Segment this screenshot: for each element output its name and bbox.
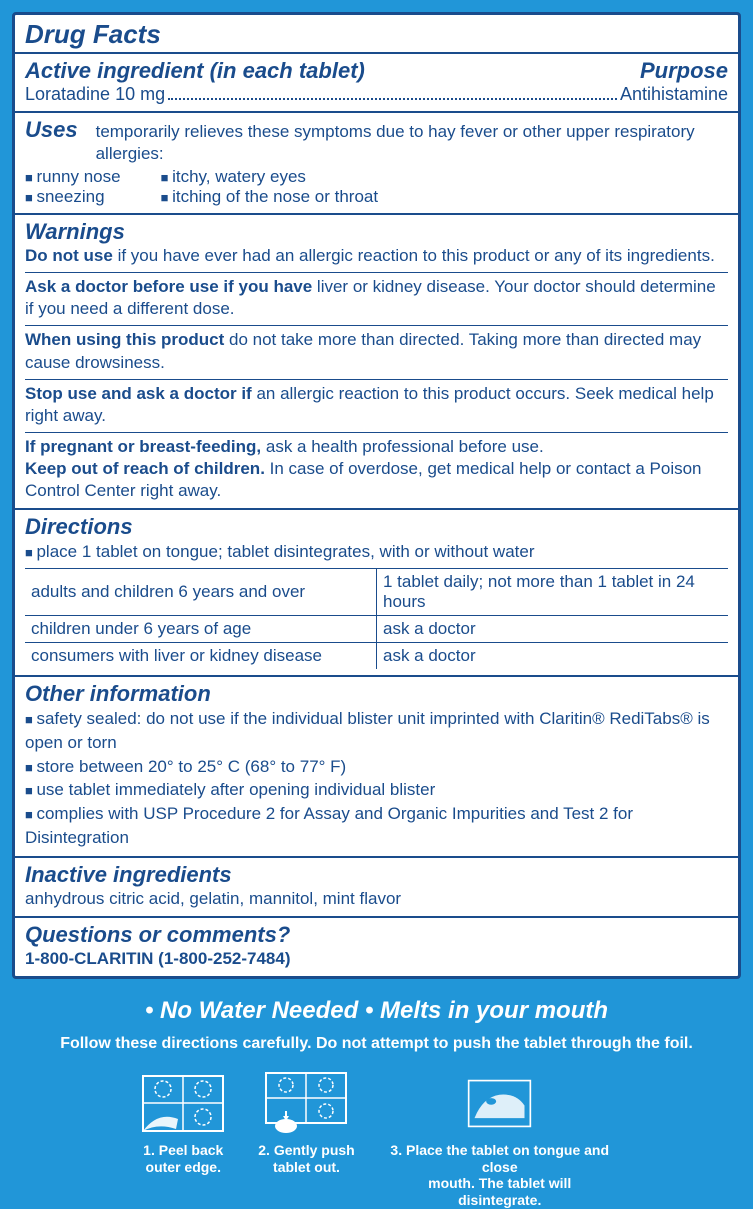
drug-facts-panel: Drug Facts Active ingredient (in each ta… <box>12 12 741 979</box>
warning-item: Do not use if you have ever had an aller… <box>25 245 728 267</box>
active-ingredient-section: Active ingredient (in each tablet) Purpo… <box>15 54 738 113</box>
step-3: 3. Place the tablet on tongue and close … <box>385 1071 615 1209</box>
directions-table: adults and children 6 years and over1 ta… <box>25 568 728 669</box>
active-ingredient-label: Active ingredient (in each tablet) <box>25 58 365 84</box>
uses-bullet: itchy, watery eyes <box>161 167 379 187</box>
warning-item: Stop use and ask a doctor if an allergic… <box>25 379 728 427</box>
table-row: adults and children 6 years and over1 ta… <box>25 568 728 615</box>
tagline: • No Water Needed • Melts in your mouth <box>12 997 741 1025</box>
other-info-section: Other information safety sealed: do not … <box>15 677 738 858</box>
uses-col1: runny nose sneezing <box>25 167 121 207</box>
panel-title: Drug Facts <box>15 15 738 54</box>
uses-bullet: itching of the nose or throat <box>161 187 379 207</box>
table-row: consumers with liver or kidney diseaseas… <box>25 642 728 669</box>
uses-intro: temporarily relieves these symptoms due … <box>96 121 728 165</box>
inactive-text: anhydrous citric acid, gelatin, mannitol… <box>25 888 728 910</box>
warning-final: If pregnant or breast-feeding, ask a hea… <box>25 432 728 502</box>
step-caption: 2. Gently push tablet out. <box>258 1142 354 1176</box>
warnings-header: Warnings <box>25 219 728 245</box>
other-bullet: store between 20° to 25° C (68° to 77° F… <box>25 755 728 779</box>
dot-leader <box>168 98 617 100</box>
other-bullet: complies with USP Procedure 2 for Assay … <box>25 802 728 850</box>
directions-header: Directions <box>25 514 728 540</box>
step-2: 2. Gently push tablet out. <box>258 1071 354 1176</box>
warning-item: Ask a doctor before use if you have live… <box>25 272 728 320</box>
uses-bullet: runny nose <box>25 167 121 187</box>
peel-back-icon <box>138 1071 228 1136</box>
bottom-panel: • No Water Needed • Melts in your mouth … <box>12 997 741 1209</box>
questions-header: Questions or comments? <box>25 922 728 948</box>
inactive-header: Inactive ingredients <box>25 862 728 888</box>
follow-text: Follow these directions carefully. Do no… <box>12 1035 741 1053</box>
step-caption: 3. Place the tablet on tongue and close … <box>385 1142 615 1209</box>
directions-section: Directions place 1 tablet on tongue; tab… <box>15 510 738 677</box>
step-caption: 1. Peel back outer edge. <box>143 1142 223 1176</box>
active-ingredient-value: Loratadine 10 mg <box>25 84 165 105</box>
questions-section: Questions or comments? 1-800-CLARITIN (1… <box>15 918 738 976</box>
push-out-icon <box>261 1071 351 1136</box>
inactive-section: Inactive ingredients anhydrous citric ac… <box>15 858 738 918</box>
warning-item: When using this product do not take more… <box>25 325 728 373</box>
uses-col2: itchy, watery eyes itching of the nose o… <box>161 167 379 207</box>
steps-row: 1. Peel back outer edge. 2. Gently push … <box>12 1071 741 1209</box>
tongue-icon <box>462 1071 537 1136</box>
uses-header: Uses <box>25 117 78 143</box>
purpose-value: Antihistamine <box>620 84 728 105</box>
step-1: 1. Peel back outer edge. <box>138 1071 228 1176</box>
warnings-section: Warnings Do not use if you have ever had… <box>15 215 738 510</box>
table-row: children under 6 years of ageask a docto… <box>25 615 728 642</box>
other-bullet: use tablet immediately after opening ind… <box>25 778 728 802</box>
uses-section: Uses temporarily relieves these symptoms… <box>15 113 738 215</box>
questions-phone: 1-800-CLARITIN (1-800-252-7484) <box>25 948 728 970</box>
directions-bullet: place 1 tablet on tongue; tablet disinte… <box>25 540 728 564</box>
purpose-label: Purpose <box>640 58 728 84</box>
uses-bullet: sneezing <box>25 187 121 207</box>
other-header: Other information <box>25 681 728 707</box>
other-bullet: safety sealed: do not use if the individ… <box>25 707 728 755</box>
